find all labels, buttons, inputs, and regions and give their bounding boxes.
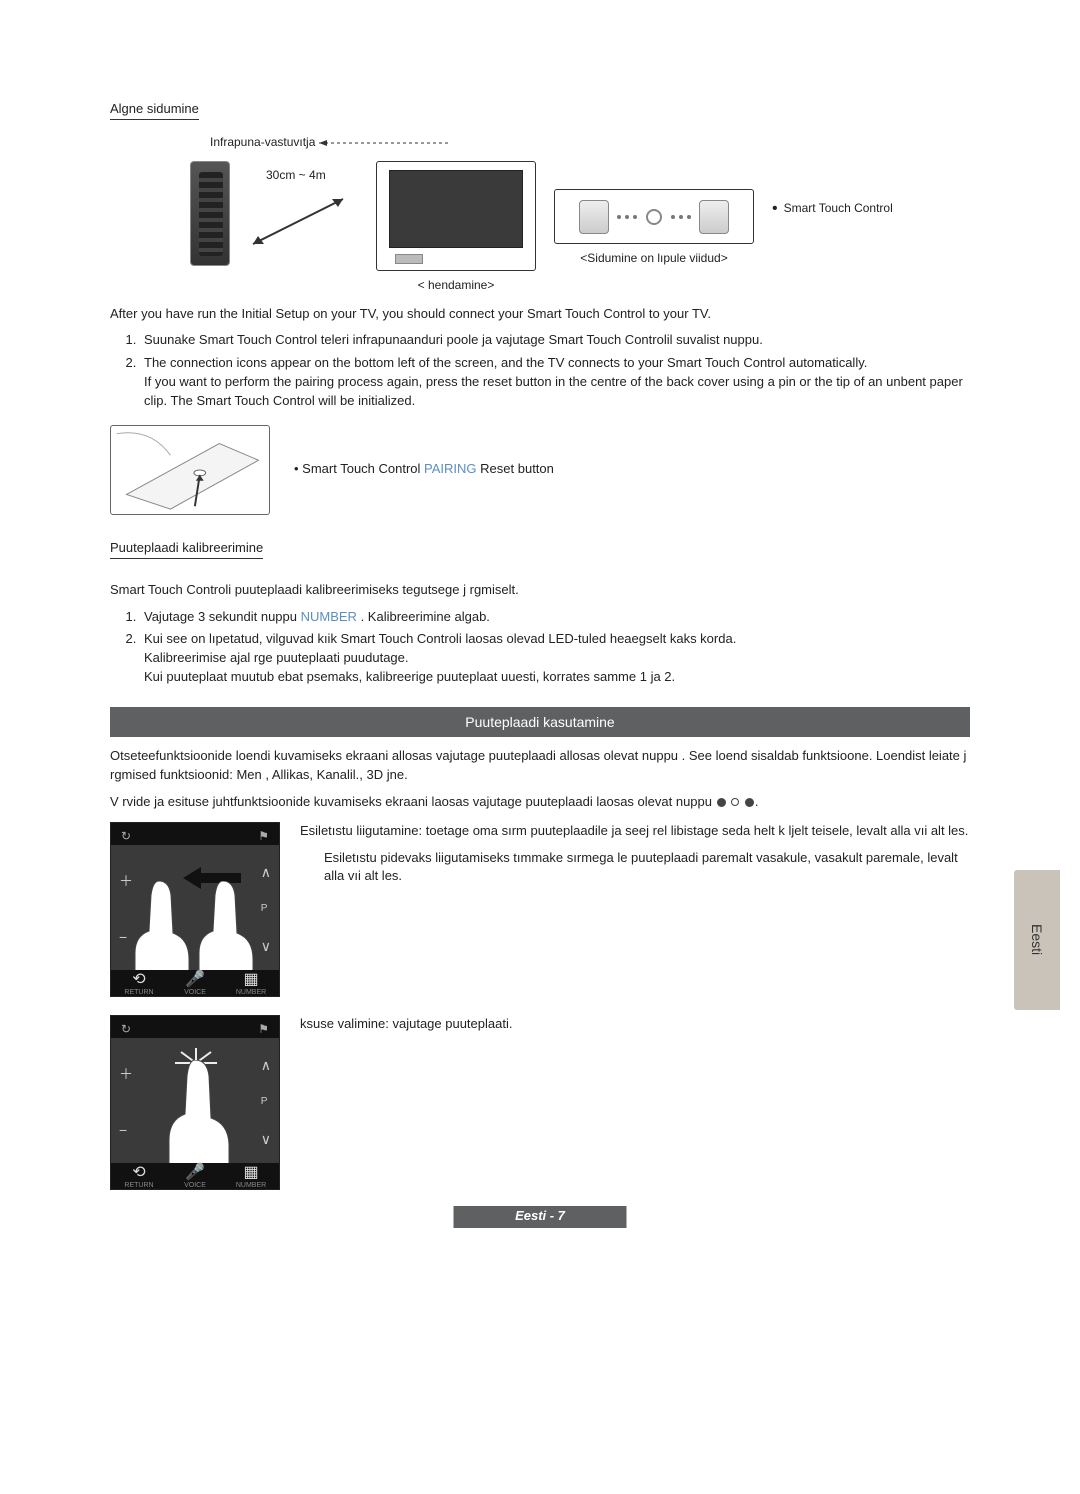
number-label: NUMBER <box>236 989 266 996</box>
language-tab: Eesti <box>1014 870 1060 1010</box>
section-title-calibration: Puuteplaadi kalibreerimine <box>110 539 263 559</box>
step-2-line2: If you want to perform the pairing proce… <box>144 374 963 408</box>
swipe-desc-1: Esiletıstu liigutamine: toetage oma sırm… <box>300 822 970 841</box>
flag-icon: ⚑ <box>258 828 269 845</box>
dot-icon-fill-1 <box>717 798 726 807</box>
reset-illustration <box>110 425 270 515</box>
touchpad-press-illustration: ↻ ⚑ ＋− ∧P∨ ⟲RETURN 🎤VOICE ▦NUMBER <box>110 1015 280 1190</box>
step-2: The connection icons appear on the botto… <box>140 354 970 411</box>
tv-illustration <box>376 161 536 271</box>
reset-post: Reset button <box>477 461 554 476</box>
bullet-icon: • <box>772 197 778 220</box>
number-icon: ▦ <box>231 972 271 988</box>
number-label-2: NUMBER <box>236 1182 266 1189</box>
cal-2c: Kui puuteplaat muutub ebat psemaks, kali… <box>144 669 675 684</box>
return-label-2: RETURN <box>124 1182 153 1189</box>
voice-label-2: VOICE <box>184 1182 206 1189</box>
voice-icon: 🎤 <box>175 972 215 988</box>
remote-illustration <box>190 161 230 266</box>
finger-press-icon <box>163 1060 235 1168</box>
pairing-done-box <box>554 189 754 244</box>
cal-step-2: Kui see on lıpetatud, vilguvad kıik Smar… <box>140 630 970 687</box>
cal-1-kw: NUMBER <box>301 609 357 624</box>
right-updown-2: ∧P∨ <box>261 1046 271 1159</box>
reset-keyword: PAIRING <box>424 461 477 476</box>
return-icon-2: ⟲ <box>119 1165 159 1181</box>
section-title-pairing: Algne sidumine <box>110 100 199 120</box>
cal-1a: Vajutage 3 sekundit nuppu <box>144 609 301 624</box>
ir-receiver-label: Infrapuna-vastuvıtja <box>210 134 970 151</box>
return-icon: ⟲ <box>119 972 159 988</box>
step-1: Suunake Smart Touch Control teleri infra… <box>140 331 970 350</box>
reset-pre: Smart Touch Control <box>302 461 424 476</box>
caption-paired: <Sidumine on lıpule viidud> <box>554 250 754 267</box>
dot-icon-open <box>731 798 739 806</box>
usage-p2-post: . <box>755 794 759 809</box>
pairing-steps: Suunake Smart Touch Control teleri infra… <box>140 331 970 410</box>
reset-caption: • Smart Touch Control PAIRING Reset butt… <box>294 460 554 479</box>
stc-label: Smart Touch Control <box>784 200 893 217</box>
usage-p2-pre: V rvide ja esituse juhtfunktsioonide kuv… <box>110 794 712 809</box>
calibration-sub: Smart Touch Controli puuteplaadi kalibre… <box>110 581 970 600</box>
cal-2b: Kalibreerimise ajal rge puuteplaati puud… <box>144 650 409 665</box>
history-icon: ↻ <box>121 828 131 845</box>
calibration-steps: Vajutage 3 sekundit nuppu NUMBER . Kalib… <box>140 608 970 687</box>
ir-receiver-text: Infrapuna-vastuvıtja <box>210 135 315 149</box>
touchpad-swipe-illustration: ↻ ⚑ ＋− ∧P∨ ⟲RETURN 🎤VOICE ▦NUMBER <box>110 822 280 997</box>
swipe-desc-2: Esiletıstu pidevaks liigutamiseks tımmak… <box>324 849 970 887</box>
arrow-icon <box>248 189 358 249</box>
touch-row-swipe: ↻ ⚑ ＋− ∧P∨ ⟲RETURN 🎤VOICE ▦NUMBER Esilet… <box>110 822 970 997</box>
number-icon-2: ▦ <box>231 1165 271 1181</box>
usage-p2: V rvide ja esituse juhtfunktsioonide kuv… <box>110 793 970 812</box>
section-banner-touchpad: Puuteplaadi kasutamine <box>110 707 970 737</box>
reset-row: • Smart Touch Control PAIRING Reset butt… <box>110 425 970 515</box>
pairing-diagram: 30cm ~ 4m < hendamine> <Sidumine on lıpu… <box>190 161 970 294</box>
cal-1b: . Kalibreerimine algab. <box>357 609 490 624</box>
voice-icon-2: 🎤 <box>175 1165 215 1181</box>
flag-icon-2: ⚑ <box>258 1021 269 1038</box>
finger-2-icon <box>193 881 263 976</box>
page-footer: Eesti - 7 <box>0 1206 1080 1228</box>
return-label: RETURN <box>124 989 153 996</box>
distance-label: 30cm ~ 4m <box>266 167 358 184</box>
cal-2a: Kui see on lıpetatud, vilguvad kıik Smar… <box>144 631 736 646</box>
left-plusminus-2: ＋− <box>119 1046 133 1159</box>
touch-row-press: ↻ ⚑ ＋− ∧P∨ ⟲RETURN 🎤VOICE ▦NUMBER ksuse … <box>110 1015 970 1190</box>
usage-p1: Otseteefunktsioonide loendi kuvamiseks e… <box>110 747 970 785</box>
step-2-line1: The connection icons appear on the botto… <box>144 355 867 370</box>
press-desc: ksuse valimine: vajutage puuteplaati. <box>300 1015 970 1034</box>
history-icon-2: ↻ <box>121 1021 131 1038</box>
dot-icon-fill-2 <box>745 798 754 807</box>
cal-step-1: Vajutage 3 sekundit nuppu NUMBER . Kalib… <box>140 608 970 627</box>
finger-1-icon <box>129 881 199 976</box>
voice-label: VOICE <box>184 989 206 996</box>
intro-paragraph: After you have run the Initial Setup on … <box>110 305 970 324</box>
caption-connecting: < hendamine> <box>376 277 536 294</box>
